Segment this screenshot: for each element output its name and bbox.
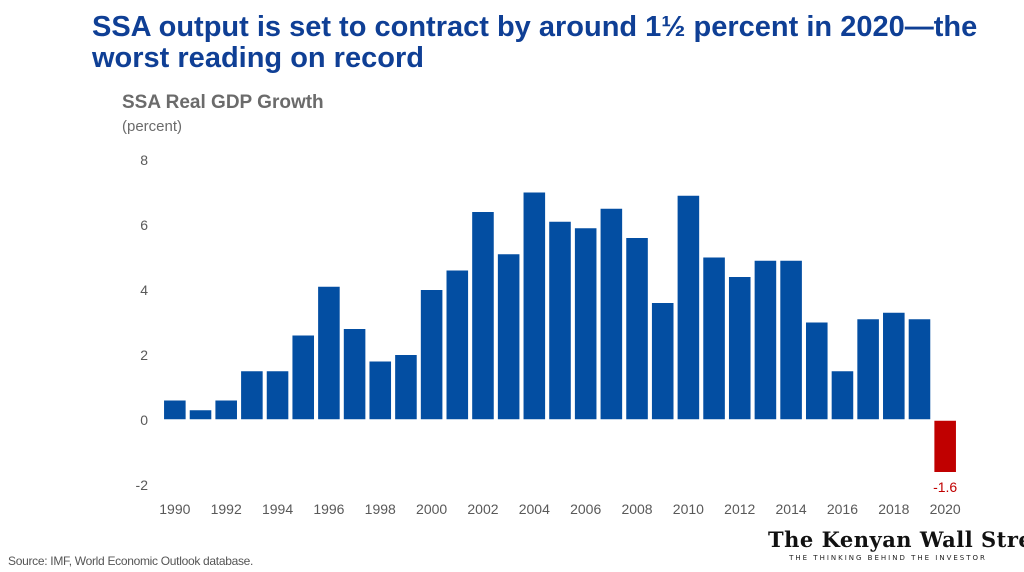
bar-2004: [523, 192, 546, 420]
bar-1990: [164, 400, 186, 420]
bar-2001: [446, 270, 469, 420]
data-label-2020: -1.6: [933, 479, 957, 495]
bar-2017: [857, 319, 879, 420]
bar-1996: [318, 286, 340, 420]
bar-2019: [908, 319, 931, 420]
bar-2016: [831, 371, 854, 420]
y-tick-label: 0: [140, 412, 148, 428]
x-tick-label: 2016: [827, 501, 858, 517]
x-tick-label: 1994: [262, 501, 293, 517]
x-tick-label: 2004: [519, 501, 550, 517]
chart-headline: SSA output is set to contract by around …: [92, 11, 978, 74]
bar-1994: [266, 371, 289, 420]
bar-1995: [292, 335, 315, 420]
bar-2005: [549, 221, 571, 420]
bar-2015: [805, 322, 828, 420]
bar-2002: [472, 212, 494, 420]
chart-title: SSA Real GDP Growth: [122, 92, 324, 113]
x-tick-label: 2018: [878, 501, 909, 517]
x-tick-label: 1990: [159, 501, 190, 517]
bar-2010: [677, 195, 700, 420]
x-tick-label: 1996: [313, 501, 344, 517]
x-tick-label: 2006: [570, 501, 601, 517]
x-tick-label: 2002: [467, 501, 498, 517]
bar-2018: [883, 312, 905, 420]
x-tick-label: 2014: [776, 501, 807, 517]
bar-1999: [395, 355, 417, 420]
bar-1992: [215, 400, 237, 420]
publisher-logo: The Kenyan Wall Street THE THINKING BEHI…: [768, 527, 1024, 563]
source-note: Source: IMF, World Economic Outlook data…: [8, 554, 254, 568]
bar-1998: [369, 361, 392, 420]
x-tick-label: 2008: [621, 501, 652, 517]
bar-1991: [189, 410, 212, 420]
logo-tagline: THE THINKING BEHIND THE INVESTOR: [789, 554, 987, 562]
bar-2008: [626, 238, 648, 420]
y-tick-label: -2: [136, 477, 149, 493]
y-tick-label: 6: [140, 217, 148, 233]
logo-wordmark: The Kenyan Wall Street: [768, 527, 1024, 552]
bar-2003: [497, 254, 520, 420]
x-tick-label: 2000: [416, 501, 447, 517]
x-tick-label: 1998: [365, 501, 396, 517]
bar-2007: [600, 208, 623, 420]
y-tick-label: 8: [140, 152, 148, 168]
bar-2012: [728, 277, 751, 420]
x-tick-label: 2020: [930, 501, 961, 517]
bar-1993: [241, 371, 263, 420]
bar-1997: [343, 329, 366, 420]
bar-2000: [420, 290, 443, 420]
bar-2009: [651, 303, 674, 420]
bar-2020: [934, 420, 956, 472]
y-tick-label: 4: [140, 282, 148, 298]
x-tick-label: 2010: [673, 501, 704, 517]
y-tick-label: 2: [140, 347, 148, 363]
bar-2006: [574, 228, 597, 420]
x-tick-label: 1992: [211, 501, 242, 517]
bar-2013: [754, 260, 777, 420]
bar-2014: [780, 260, 802, 420]
y-axis-unit-label: (percent): [122, 118, 183, 135]
x-tick-label: 2012: [724, 501, 755, 517]
bar-2011: [703, 257, 725, 420]
